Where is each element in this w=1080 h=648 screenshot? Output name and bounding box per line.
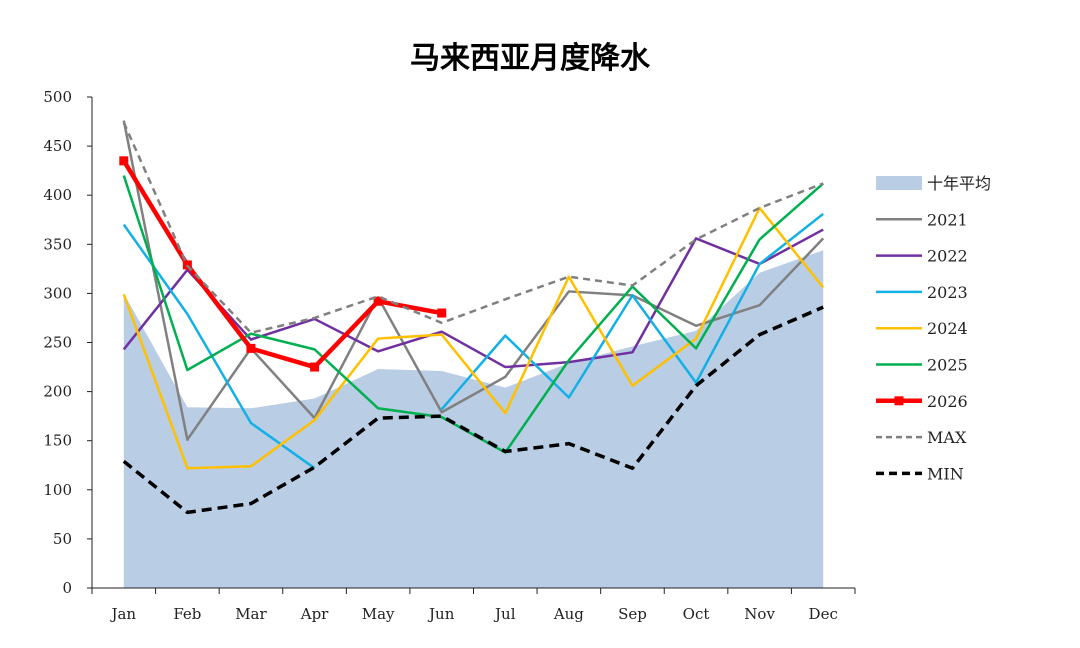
series-line-max: [122, 122, 824, 334]
legend-swatch-area: [876, 176, 922, 190]
series-layer: [119, 120, 825, 515]
x-tick-label: Apr: [300, 605, 329, 623]
series-marker-2026: [310, 362, 320, 372]
series-line-2025: [122, 175, 825, 454]
series-marker-2026: [119, 156, 129, 166]
legend-marker-2026: [894, 396, 904, 406]
x-tick-label: Jul: [493, 605, 516, 623]
legend-label-2021: 2021: [927, 210, 968, 229]
x-tick-label: Dec: [809, 605, 838, 623]
legend-label-ten-year-average: 十年平均: [927, 174, 991, 193]
series-marker-2026: [182, 260, 192, 270]
axes: 0 50 100 150 200 250 300 350 400 450 500 Jan Feb Mar A…: [43, 88, 856, 623]
ten-year-average-area: [123, 250, 824, 588]
series-marker-2026: [373, 296, 383, 306]
x-tick-label: Feb: [173, 605, 201, 623]
series-marker-2026: [437, 308, 447, 318]
series-line-2026: [121, 159, 443, 370]
legend-label-min: MIN: [927, 464, 964, 483]
series-marker-2026: [246, 343, 256, 353]
x-tick-label: May: [362, 605, 395, 623]
legend-label-2024: 2024: [927, 319, 968, 338]
ten-year-average-area-layer: [123, 250, 824, 588]
x-tick-label: Jun: [427, 605, 455, 623]
x-tick-label: Jan: [109, 605, 136, 623]
y-tick-label: 300: [43, 284, 72, 302]
y-tick-label: 150: [43, 432, 72, 450]
x-tick-label: Aug: [553, 605, 584, 623]
y-tick-label: 100: [43, 481, 72, 499]
y-tick-label: 250: [43, 334, 72, 352]
series-line-2021: [122, 120, 825, 441]
x-tick-label: Sep: [618, 605, 647, 623]
y-tick-label: 350: [43, 235, 72, 253]
y-tick-label: 500: [43, 88, 72, 106]
x-tick-label: Mar: [235, 605, 267, 623]
legend-label-2022: 2022: [927, 247, 968, 266]
legend-label-2026: 2026: [927, 392, 968, 411]
x-tick-label: Oct: [683, 605, 710, 623]
legend: 十年平均 2021 2022 2023 2024 2025 2026 MAX MIN: [876, 174, 991, 483]
series-line-2022: [122, 228, 824, 369]
y-tick-label: 450: [43, 137, 72, 155]
x-tick-label: Nov: [744, 605, 775, 623]
y-tick-label: 50: [53, 530, 72, 548]
y-tick-label: 200: [43, 383, 72, 401]
chart-title: 马来西亚月度降水: [410, 41, 651, 76]
legend-label-2025: 2025: [927, 356, 968, 375]
y-tick-label: 0: [62, 579, 72, 597]
series-line-min: [122, 305, 824, 515]
y-tick-label: 400: [43, 186, 72, 204]
legend-label-2023: 2023: [927, 283, 968, 302]
series-line-2024: [122, 206, 825, 470]
series-line-2023: [440, 212, 824, 411]
legend-label-max: MAX: [927, 428, 967, 447]
